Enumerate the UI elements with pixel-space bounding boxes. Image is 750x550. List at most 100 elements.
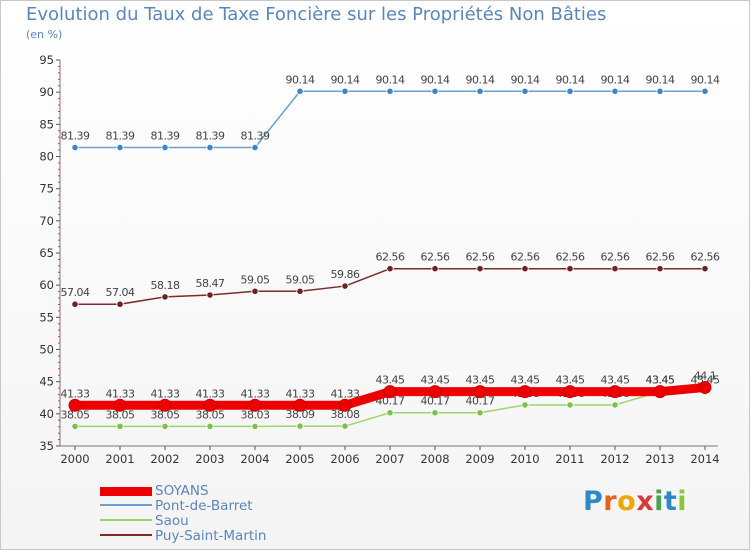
data-label-puy-saint-martin: 62.56 bbox=[691, 251, 720, 264]
data-point-puy-saint-martin bbox=[296, 287, 304, 295]
data-point-puy-saint-martin bbox=[251, 287, 259, 295]
data-label-soyans: 43.45 bbox=[556, 374, 585, 387]
x-tick-label: 2005 bbox=[285, 452, 314, 466]
data-point-pont-de-barret bbox=[701, 87, 709, 95]
x-tick-label: 2012 bbox=[600, 452, 629, 466]
x-tick-label: 2014 bbox=[690, 452, 719, 466]
data-point-saou bbox=[386, 409, 394, 417]
data-label-pont-de-barret: 90.14 bbox=[556, 73, 585, 86]
data-label-puy-saint-martin: 62.56 bbox=[466, 251, 495, 264]
data-label-soyans: 41.33 bbox=[286, 387, 315, 400]
x-tick-label: 2007 bbox=[375, 452, 404, 466]
legend-swatch-pont-de-barret bbox=[100, 504, 152, 506]
data-point-soyans bbox=[383, 385, 397, 399]
legend-item-soyans: SOYANS bbox=[100, 483, 360, 499]
data-label-soyans: 44.1 bbox=[694, 369, 717, 382]
data-point-pont-de-barret bbox=[611, 87, 619, 95]
data-point-puy-saint-martin bbox=[611, 265, 619, 273]
line-chart: 35 40 45 50 55 60 65 70 75 80 85 90 95 2000 2001 2002 20… bbox=[39, 53, 720, 466]
data-label-puy-saint-martin: 62.56 bbox=[601, 251, 630, 264]
y-tick-label: 75 bbox=[39, 182, 54, 196]
series-puy-saint-martin: 57.04 57.04 58.18 58.47 59.05 59.05 59.86 62.56… bbox=[61, 251, 720, 308]
legend-swatch-saou bbox=[100, 519, 152, 521]
data-point-soyans bbox=[113, 398, 127, 412]
data-label-soyans: 41.33 bbox=[196, 387, 225, 400]
data-point-saou bbox=[431, 409, 439, 417]
data-label-soyans: 43.45 bbox=[466, 374, 495, 387]
data-point-pont-de-barret bbox=[566, 87, 574, 95]
data-point-saou bbox=[296, 422, 304, 430]
data-label-puy-saint-martin: 62.56 bbox=[556, 251, 585, 264]
data-point-puy-saint-martin bbox=[161, 293, 169, 301]
data-label-pont-de-barret: 90.14 bbox=[646, 73, 675, 86]
data-point-saou bbox=[521, 401, 529, 409]
chart-title: Evolution du Taux de Taxe Foncière sur l… bbox=[26, 4, 607, 25]
data-label-pont-de-barret: 90.14 bbox=[421, 73, 450, 86]
data-point-pont-de-barret bbox=[71, 143, 79, 152]
y-tick-label: 80 bbox=[39, 150, 54, 164]
y-tick-label: 45 bbox=[39, 375, 54, 389]
legend-label-pont-de-barret: Pont-de-Barret bbox=[155, 498, 253, 514]
data-label-pont-de-barret: 90.14 bbox=[691, 73, 720, 86]
data-label-soyans: 41.33 bbox=[241, 387, 270, 400]
legend: SOYANS Pont-de-Barret Saou Puy-Saint-Mar… bbox=[100, 483, 360, 544]
x-tick-label: 2006 bbox=[330, 452, 359, 466]
y-tick-label: 85 bbox=[39, 117, 54, 131]
legend-item-puy-saint-martin: Puy-Saint-Martin bbox=[100, 528, 360, 544]
data-point-saou bbox=[251, 422, 259, 430]
data-label-pont-de-barret: 90.14 bbox=[286, 73, 315, 86]
data-point-puy-saint-martin bbox=[431, 265, 439, 273]
y-tick-label: 90 bbox=[39, 85, 54, 99]
data-point-soyans bbox=[428, 385, 442, 399]
data-label-soyans: 41.33 bbox=[151, 387, 180, 400]
x-tick-label: 2011 bbox=[555, 452, 584, 466]
data-label-pont-de-barret: 90.14 bbox=[376, 73, 405, 86]
data-point-saou bbox=[71, 422, 79, 430]
data-point-puy-saint-martin bbox=[116, 300, 124, 308]
data-label-puy-saint-martin: 62.56 bbox=[646, 251, 675, 264]
data-label-saou: 38.05 bbox=[106, 408, 135, 421]
data-label-pont-de-barret: 81.39 bbox=[196, 130, 225, 143]
data-label-saou: 38.05 bbox=[151, 408, 180, 421]
y-tick-label: 70 bbox=[39, 214, 54, 228]
data-label-soyans: 41.33 bbox=[61, 387, 90, 400]
data-point-pont-de-barret bbox=[161, 143, 169, 152]
data-point-puy-saint-martin bbox=[521, 265, 529, 273]
data-label-soyans: 43.45 bbox=[376, 374, 405, 387]
data-point-soyans bbox=[608, 385, 622, 399]
data-point-pont-de-barret bbox=[296, 87, 304, 95]
y-tick-label: 35 bbox=[39, 439, 54, 453]
data-point-saou bbox=[611, 401, 619, 409]
legend-label-soyans: SOYANS bbox=[155, 483, 209, 499]
legend-swatch-soyans bbox=[100, 487, 152, 496]
data-label-puy-saint-martin: 58.47 bbox=[196, 277, 225, 290]
legend-swatch-puy-saint-martin bbox=[100, 534, 152, 536]
data-point-saou bbox=[341, 422, 349, 430]
proxiti-logo: Proxiti bbox=[583, 486, 688, 517]
legend-item-pont-de-barret: Pont-de-Barret bbox=[100, 498, 360, 514]
data-point-saou bbox=[566, 401, 574, 409]
unit-label: (en %) bbox=[26, 28, 63, 41]
data-point-pont-de-barret bbox=[341, 87, 349, 95]
data-label-saou: 38.08 bbox=[331, 408, 360, 421]
y-tick-label: 60 bbox=[39, 278, 54, 292]
data-label-pont-de-barret: 81.39 bbox=[151, 130, 180, 143]
data-label-puy-saint-martin: 59.86 bbox=[331, 268, 360, 281]
data-label-puy-saint-martin: 62.56 bbox=[421, 251, 450, 264]
data-point-soyans bbox=[338, 398, 352, 412]
y-tick-label: 65 bbox=[39, 246, 54, 260]
legend-label-puy-saint-martin: Puy-Saint-Martin bbox=[155, 528, 267, 544]
data-point-saou bbox=[206, 422, 214, 430]
data-label-puy-saint-martin: 62.56 bbox=[376, 251, 405, 264]
data-label-saou: 38.05 bbox=[196, 408, 225, 421]
data-point-soyans bbox=[203, 398, 217, 412]
x-tick-label: 2001 bbox=[105, 452, 134, 466]
data-label-soyans: 41.33 bbox=[331, 387, 360, 400]
data-point-pont-de-barret bbox=[386, 87, 394, 95]
data-label-puy-saint-martin: 59.05 bbox=[241, 273, 270, 286]
y-tick-label: 55 bbox=[39, 310, 54, 324]
data-point-soyans bbox=[473, 385, 487, 399]
data-label-soyans: 43.45 bbox=[601, 374, 630, 387]
data-point-soyans bbox=[293, 398, 307, 412]
data-point-saou bbox=[116, 422, 124, 430]
